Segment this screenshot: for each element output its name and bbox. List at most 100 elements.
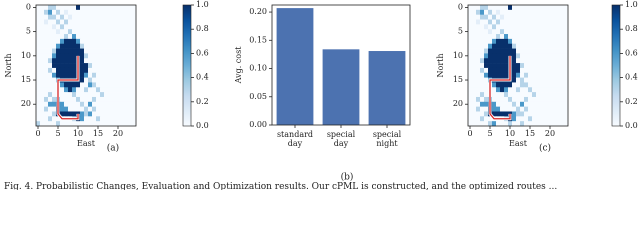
- x-axis-label: East: [77, 139, 96, 148]
- heatmap-cell: [48, 14, 53, 20]
- heatmap-cell: [36, 111, 41, 117]
- heatmap-cell: [500, 58, 505, 64]
- heatmap-cell: [108, 92, 113, 98]
- heatmap-cell: [132, 38, 137, 45]
- heatmap-cell: [564, 82, 569, 88]
- heatmap-cell: [544, 48, 549, 54]
- heatmap-cell: [100, 43, 105, 49]
- heatmap-cell: [124, 38, 129, 45]
- heatmap-cell: [84, 43, 89, 49]
- heatmap-cell: [92, 34, 97, 40]
- heatmap-cell: [476, 14, 481, 20]
- heatmap-cell: [108, 67, 113, 74]
- heatmap-cell: [520, 92, 525, 98]
- heatmap-cell: [128, 72, 133, 78]
- heatmap-cell: [132, 19, 137, 25]
- heatmap-cell: [108, 29, 113, 35]
- heatmap-cell: [524, 67, 529, 74]
- heatmap-cell: [528, 106, 533, 112]
- heatmap-cell: [512, 58, 517, 64]
- heatmap-cell: [504, 38, 509, 45]
- heatmap-cell: [100, 38, 105, 45]
- colorbar-tick-label: 0.2: [196, 97, 209, 106]
- heatmap-cell: [516, 38, 521, 45]
- colorbar-tick-label: 0.4: [625, 73, 638, 82]
- heatmap-cell: [552, 34, 557, 40]
- heatmap-cell: [76, 48, 81, 54]
- heatmap-cell: [104, 77, 109, 83]
- heatmap-cell: [60, 19, 65, 25]
- heatmap-cell: [96, 111, 101, 117]
- heatmap-cell: [512, 29, 517, 35]
- heatmap-cell: [508, 121, 513, 127]
- heatmap-cell: [524, 116, 529, 122]
- heatmap-cell: [116, 9, 121, 15]
- heatmap-cell: [520, 43, 525, 49]
- heatmap-cell: [104, 19, 109, 25]
- heatmap-cell: [124, 72, 129, 78]
- x-tick-label: special day: [326, 130, 356, 148]
- heatmap-cell: [48, 82, 53, 88]
- heatmap-cell: [532, 43, 537, 49]
- heatmap-cell: [48, 48, 53, 54]
- heatmap-cell: [484, 5, 489, 11]
- heatmap-cell: [548, 116, 553, 122]
- heatmap-cell: [520, 101, 525, 107]
- heatmap-cell: [500, 48, 505, 54]
- heatmap-cell: [44, 87, 49, 93]
- heatmap-cell: [468, 101, 473, 107]
- heatmap-cell: [128, 53, 133, 59]
- y-tick-label: 20: [453, 99, 463, 108]
- heatmap-cell: [64, 38, 69, 45]
- heatmap-cell: [84, 121, 89, 127]
- heatmap-cell: [128, 92, 133, 98]
- heatmap-cell: [132, 96, 137, 103]
- heatmap-cell: [120, 58, 125, 64]
- heatmap-cell: [44, 34, 49, 40]
- heatmap-cell: [528, 43, 533, 49]
- heatmap-cell: [516, 24, 521, 30]
- heatmap-cell: [92, 67, 97, 74]
- heatmap-cell: [484, 24, 489, 30]
- heatmap-cell: [36, 43, 41, 49]
- heatmap-cell: [496, 48, 501, 54]
- heatmap-cell: [520, 87, 525, 93]
- bar: [322, 49, 360, 126]
- heatmap-cell: [468, 48, 473, 54]
- heatmap-cell: [48, 111, 53, 117]
- heatmap-cell: [528, 9, 533, 15]
- heatmap-cell: [84, 67, 89, 74]
- heatmap-cell: [112, 67, 117, 74]
- heatmap-cell: [132, 121, 137, 127]
- heatmap-cell: [40, 43, 45, 49]
- heatmap-cell: [472, 38, 477, 45]
- heatmap-cell: [468, 53, 473, 59]
- heatmap-cell: [112, 101, 117, 107]
- heatmap-cell: [544, 43, 549, 49]
- heatmap-cell: [52, 101, 57, 107]
- x-tick-label: 15: [93, 129, 103, 138]
- heatmap-cell: [504, 53, 509, 59]
- heatmap-cell: [56, 9, 61, 15]
- heatmap-cell: [556, 72, 561, 78]
- heatmap-cell: [108, 48, 113, 54]
- heatmap-cell: [504, 24, 509, 30]
- heatmap-cell: [496, 9, 501, 15]
- heatmap-cell: [60, 101, 65, 107]
- heatmap-cell: [40, 92, 45, 98]
- heatmap-cell: [472, 121, 477, 127]
- heatmap-cell: [540, 72, 545, 78]
- heatmap-cell: [508, 96, 513, 103]
- heatmap-cell: [504, 9, 509, 15]
- heatmap-cell: [476, 34, 481, 40]
- heatmap-cell: [516, 19, 521, 25]
- heatmap-cell: [88, 121, 93, 127]
- heatmap-cell: [60, 5, 65, 11]
- heatmap-cell: [488, 29, 493, 35]
- heatmap-cell: [496, 24, 501, 30]
- heatmap-cell: [548, 43, 553, 49]
- heatmap-cell: [484, 106, 489, 112]
- heatmap-cell: [524, 53, 529, 59]
- heatmap-cell: [476, 72, 481, 78]
- heatmap-cell: [92, 63, 97, 69]
